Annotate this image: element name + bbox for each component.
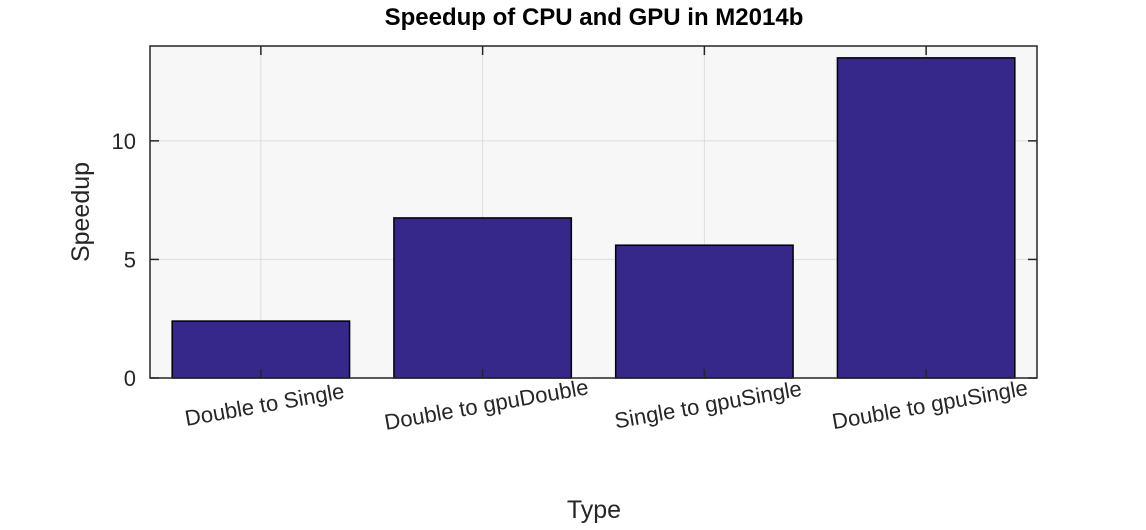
bar bbox=[836, 57, 1016, 379]
category-label: Double to Single bbox=[183, 378, 346, 431]
category-label: Single to gpuSingle bbox=[613, 376, 804, 434]
y-axis-label: Speedup bbox=[67, 162, 95, 262]
bar bbox=[614, 244, 794, 379]
plot-frame bbox=[149, 45, 1038, 379]
category-labels: Double to Single Double to gpuDouble Singl… bbox=[183, 374, 1030, 435]
bar bbox=[393, 217, 573, 379]
ticks: 0 5 10 bbox=[112, 46, 1037, 391]
x-axis-label: Type bbox=[567, 496, 621, 524]
y-tick-label: 5 bbox=[124, 247, 136, 272]
y-tick-label: 0 bbox=[124, 366, 136, 391]
y-tick-label: 10 bbox=[112, 129, 136, 154]
bars bbox=[171, 57, 1016, 379]
category-label: Double to gpuDouble bbox=[382, 374, 590, 435]
bar bbox=[171, 320, 351, 379]
category-label: Double to gpuSingle bbox=[830, 375, 1029, 434]
chart-title: Speedup of CPU and GPU in M2014b bbox=[385, 4, 804, 31]
